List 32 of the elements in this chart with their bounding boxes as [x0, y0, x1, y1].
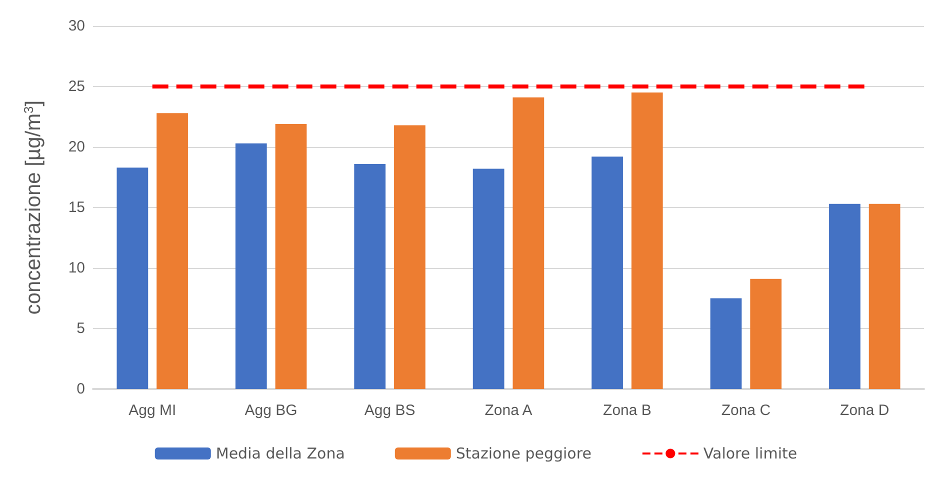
x-tick-label: Zona C [721, 402, 771, 419]
legend-label: Valore limite [703, 444, 798, 462]
x-tick-label: Agg BS [364, 402, 416, 419]
bar [235, 143, 267, 389]
bar [592, 156, 623, 389]
bar [156, 113, 188, 389]
bar [472, 168, 504, 389]
bar [829, 204, 860, 389]
bar [394, 125, 426, 389]
x-tick-label: Agg BG [244, 402, 298, 419]
bar [512, 97, 544, 389]
legend-label: Media della Zona [216, 444, 345, 462]
y-tick-label: 25 [68, 78, 85, 95]
bar [354, 164, 386, 389]
bar [868, 204, 900, 389]
x-tick-label: Zona D [840, 402, 890, 419]
x-tick-label: Agg MI [128, 402, 176, 419]
bar [275, 124, 307, 389]
y-tick-label: 30 [68, 18, 85, 34]
y-tick-label: 5 [76, 320, 85, 337]
bar [116, 168, 148, 389]
x-tick-label: Zona A [484, 402, 532, 419]
x-tick-label: Zona B [603, 402, 652, 419]
bar [710, 298, 742, 389]
y-tick-label: 20 [68, 138, 85, 156]
legend-label: Stazione peggiore [456, 444, 592, 462]
y-axis-title: concentrazione [µg/m3] [21, 100, 45, 315]
bar [750, 278, 782, 389]
y-tick-label: 0 [76, 380, 85, 398]
y-tick-label: 10 [68, 260, 85, 276]
bar [631, 92, 663, 389]
y-tick-label: 15 [68, 199, 85, 216]
